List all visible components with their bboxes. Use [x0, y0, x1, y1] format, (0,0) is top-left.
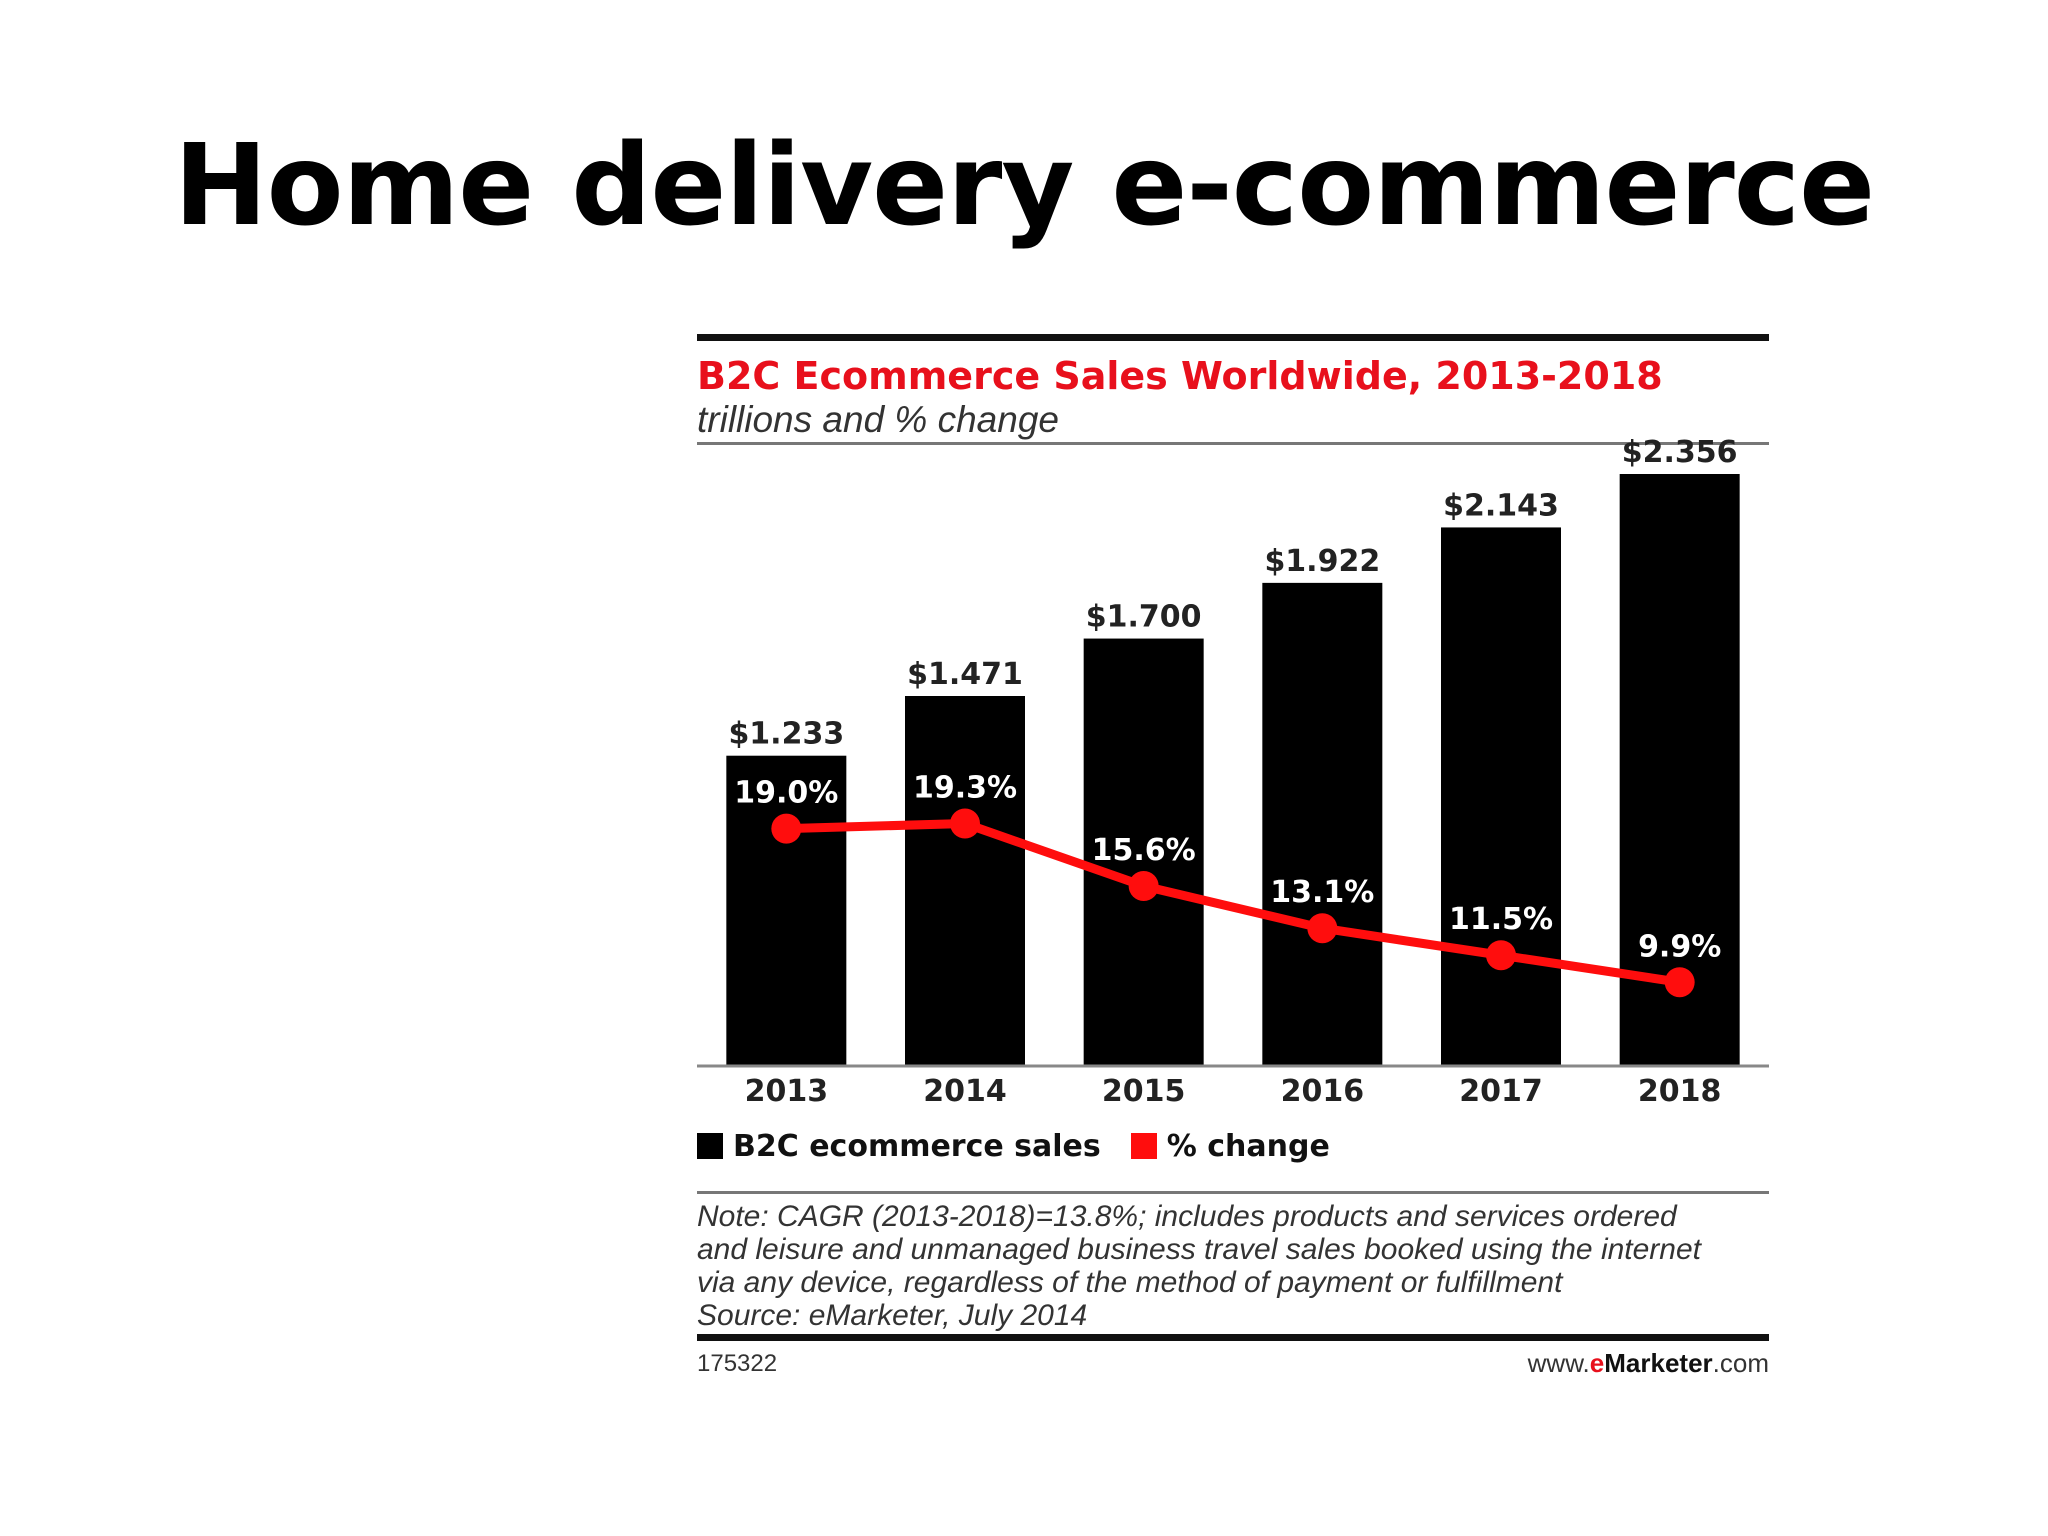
percent-change-label: 15.6% [1092, 833, 1196, 868]
x-tick-label: 2014 [923, 1074, 1007, 1109]
note-line: via any device, regardless of the method… [697, 1266, 1563, 1299]
percent-change-point [1664, 967, 1695, 998]
slide-title: Home delivery e-commerce [173, 121, 1875, 251]
bar [1619, 474, 1740, 1065]
x-tick-label: 2015 [1102, 1074, 1186, 1109]
bar [1441, 527, 1561, 1065]
bar-value-label: $1.700 [1086, 600, 1202, 635]
brand-e: e [1589, 1348, 1605, 1378]
bar-value-label: $1.471 [907, 657, 1023, 692]
brand-suffix: .com [1712, 1348, 1769, 1378]
percent-change-label: 19.3% [913, 771, 1017, 806]
note-rule [697, 1191, 1769, 1194]
bar-value-label: $2.143 [1443, 488, 1559, 523]
x-tick-label: 2018 [1638, 1074, 1722, 1109]
bar-value-label: $1.233 [728, 717, 844, 752]
percent-change-point [1128, 871, 1159, 902]
bar [726, 755, 847, 1065]
percent-change-label: 13.1% [1270, 875, 1374, 910]
brand-url[interactable]: www.eMarketer.com [1528, 1348, 1769, 1379]
brand-prefix: www. [1527, 1348, 1590, 1378]
chart-card: B2C Ecommerce Sales Worldwide, 2013-2018… [697, 334, 1769, 1384]
percent-change-label: 11.5% [1449, 902, 1553, 937]
chart-subtitle: trillions and % change [697, 399, 1059, 440]
legend: B2C ecommerce sales % change [697, 1126, 1360, 1166]
x-tick-label: 2016 [1281, 1074, 1365, 1109]
subtitle-rule [697, 442, 1769, 445]
top-rule [697, 334, 1769, 341]
x-tick-label: 2013 [745, 1074, 829, 1109]
legend-item-change: % change [1130, 1128, 1330, 1164]
note-line: Note: CAGR (2013-2018)=13.8%; includes p… [697, 1200, 1677, 1233]
bar-value-label: $1.922 [1264, 544, 1380, 579]
bar [1262, 582, 1383, 1065]
x-tick-label: 2017 [1459, 1074, 1543, 1109]
chart-note: Note: CAGR (2013-2018)=13.8%; includes p… [697, 1200, 1769, 1332]
bar [905, 696, 1025, 1065]
percent-change-label: 9.9% [1638, 929, 1721, 964]
legend-item-sales: B2C ecommerce sales [697, 1129, 1101, 1164]
legend-swatch-sales [697, 1133, 723, 1159]
percent-change-point [1486, 940, 1516, 971]
bar-value-label: $2.356 [1622, 435, 1738, 470]
percent-change-point [950, 808, 980, 839]
brand-marketer: Marketer [1604, 1348, 1713, 1378]
legend-swatch-change [1130, 1133, 1157, 1159]
bar [1083, 638, 1204, 1065]
chart-id: 175322 [697, 1350, 778, 1377]
legend-label-change: % change [1166, 1128, 1330, 1164]
source-line: Source: eMarketer, July 2014 [697, 1299, 1088, 1332]
combo-chart: $1.233 2013 $1.471 2014 $1.700 2015 $1.922 2016… [697, 435, 1769, 1109]
note-line: and leisure and unmanaged business trave… [697, 1233, 1702, 1266]
percent-change-label: 19.0% [734, 776, 838, 811]
bottom-rule [697, 1334, 1769, 1341]
percent-change-line [781, 819, 1685, 987]
percent-change-point [771, 813, 802, 844]
chart-title: B2C Ecommerce Sales Worldwide, 2013-2018 [697, 354, 1663, 398]
legend-label-sales: B2C ecommerce sales [733, 1128, 1101, 1164]
percent-change-point [1307, 913, 1338, 944]
